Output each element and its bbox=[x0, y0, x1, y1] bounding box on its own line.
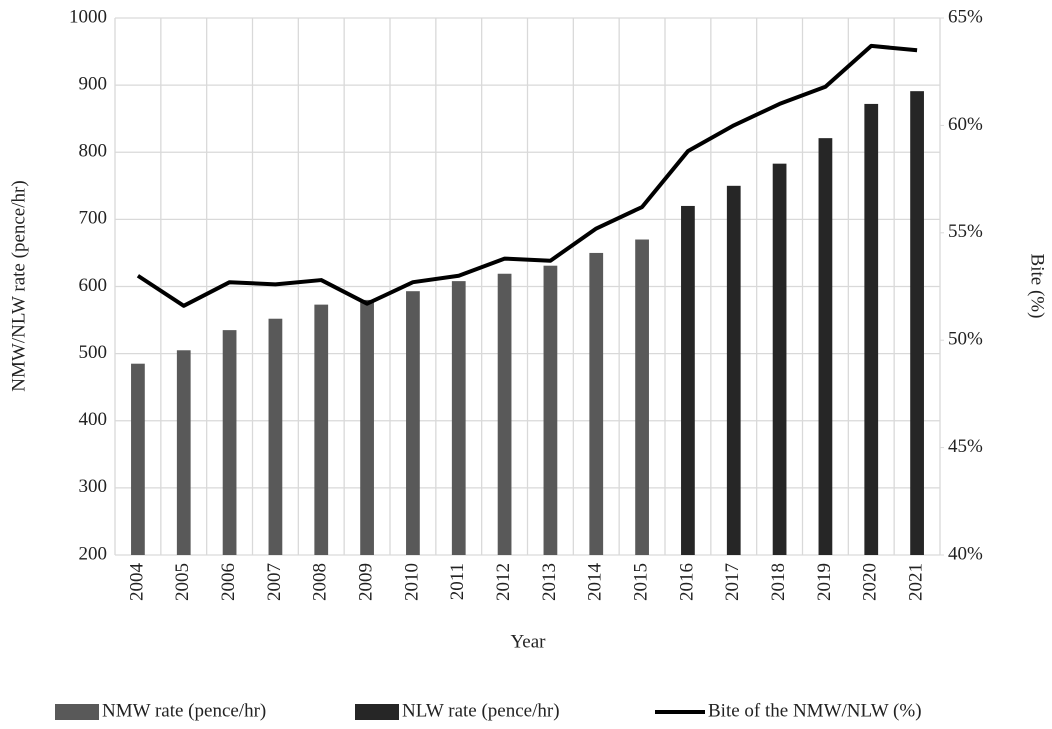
bar bbox=[314, 304, 329, 555]
x-tick-label: 2020 bbox=[860, 563, 881, 601]
legend-label: NLW rate (pence/hr) bbox=[402, 700, 560, 721]
y2-axis-title: Bite (%) bbox=[1027, 254, 1048, 319]
y-tick-label: 1000 bbox=[69, 6, 107, 27]
bar bbox=[910, 91, 924, 555]
bar bbox=[360, 299, 374, 555]
y-tick-label: 600 bbox=[79, 275, 108, 296]
x-tick-label: 2016 bbox=[676, 563, 697, 601]
legend-label: Bite of the NMW/NLW (%) bbox=[708, 700, 922, 721]
x-tick-label: 2015 bbox=[630, 563, 651, 601]
bar bbox=[176, 350, 191, 555]
y-tick-label: 500 bbox=[79, 342, 108, 363]
y-axis-title: NMW/NLW rate (pence/hr) bbox=[8, 180, 29, 391]
y-tick-label: 900 bbox=[79, 73, 108, 94]
bar bbox=[818, 138, 833, 555]
bar bbox=[222, 330, 237, 555]
x-tick-label: 2004 bbox=[126, 563, 147, 602]
bar bbox=[451, 281, 466, 555]
x-tick-label: 2014 bbox=[585, 563, 606, 602]
y-tick-label: 200 bbox=[79, 543, 108, 564]
x-tick-label: 2006 bbox=[218, 563, 239, 601]
x-tick-label: 2013 bbox=[539, 563, 560, 601]
bar bbox=[681, 205, 695, 555]
bar bbox=[635, 239, 649, 555]
bar bbox=[543, 265, 558, 555]
legend-swatch bbox=[55, 704, 99, 720]
x-tick-label: 2011 bbox=[447, 563, 468, 600]
x-axis-title: Year bbox=[510, 631, 546, 652]
y2-tick-label: 50% bbox=[948, 329, 983, 350]
x-tick-label: 2007 bbox=[264, 563, 285, 601]
y2-tick-label: 55% bbox=[948, 221, 983, 242]
bar bbox=[589, 252, 604, 555]
line bbox=[136, 43, 918, 308]
y2-tick-label: 40% bbox=[948, 543, 983, 564]
bar bbox=[772, 163, 787, 555]
x-tick-label: 2019 bbox=[814, 563, 835, 601]
bar bbox=[268, 318, 283, 555]
bar bbox=[497, 273, 512, 555]
y2-tick-label: 60% bbox=[948, 114, 983, 135]
x-tick-label: 2010 bbox=[401, 563, 422, 601]
x-tick-label: 2017 bbox=[722, 563, 743, 601]
x-tick-label: 2012 bbox=[493, 563, 514, 601]
legend-label: NMW rate (pence/hr) bbox=[102, 700, 266, 721]
x-tick-label: 2005 bbox=[172, 563, 193, 601]
y-tick-label: 700 bbox=[79, 208, 108, 229]
x-tick-label: 2021 bbox=[905, 563, 926, 601]
y2-tick-label: 65% bbox=[948, 6, 983, 27]
y-tick-label: 400 bbox=[79, 409, 108, 430]
x-tick-label: 2008 bbox=[310, 563, 331, 601]
bar bbox=[864, 103, 879, 556]
x-tick-label: 2009 bbox=[355, 563, 376, 601]
bar bbox=[726, 185, 741, 555]
bar bbox=[131, 363, 145, 555]
y2-tick-label: 45% bbox=[948, 436, 983, 457]
y-tick-label: 300 bbox=[79, 476, 108, 497]
legend-swatch bbox=[355, 704, 399, 720]
bar bbox=[406, 291, 420, 555]
x-tick-label: 2018 bbox=[768, 563, 789, 601]
y-tick-label: 800 bbox=[79, 141, 108, 162]
